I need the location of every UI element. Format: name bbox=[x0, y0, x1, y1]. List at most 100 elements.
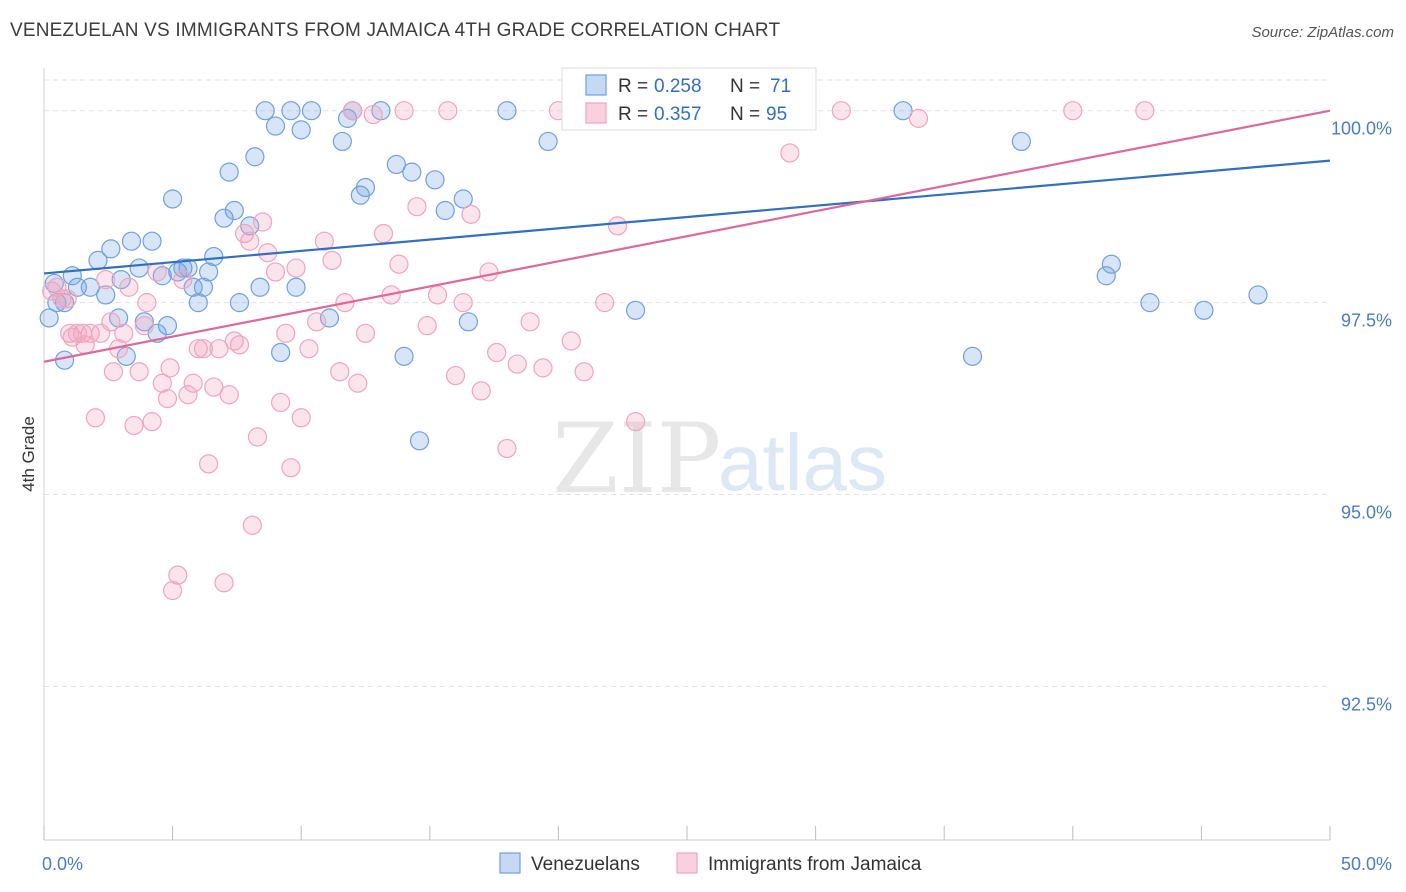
point-jamaica-20 bbox=[134, 316, 154, 336]
point-venezuelans-63 bbox=[893, 101, 913, 121]
legend-swatch-jamaica bbox=[585, 102, 607, 124]
source-credit: Source: ZipAtlas.com bbox=[1251, 24, 1394, 41]
point-jamaica-67 bbox=[407, 197, 427, 217]
point-venezuelans-62 bbox=[625, 300, 646, 320]
point-venezuelans-15 bbox=[129, 258, 149, 278]
point-jamaica-63 bbox=[373, 223, 394, 244]
legend-r-label-0: R = bbox=[618, 76, 648, 97]
chart-title: VENEZUELAN VS IMMIGRANTS FROM JAMAICA 4T… bbox=[10, 20, 781, 41]
point-jamaica-77 bbox=[497, 438, 517, 459]
point-jamaica-3 bbox=[57, 289, 77, 309]
series-jamaica-points bbox=[42, 101, 1155, 601]
point-jamaica-14 bbox=[103, 362, 124, 382]
point-jamaica-56 bbox=[322, 250, 342, 271]
watermark-zip: ZIP bbox=[552, 403, 721, 515]
legend-r-label-1: R = bbox=[618, 104, 648, 125]
point-jamaica-65 bbox=[389, 254, 409, 274]
point-venezuelans-31 bbox=[219, 162, 239, 182]
legend-r-value-1: 0.357 bbox=[654, 104, 702, 125]
point-venezuelans-45 bbox=[332, 131, 352, 152]
legend-n-label-1: N = bbox=[730, 104, 760, 125]
x-ticks bbox=[43, 826, 1331, 840]
point-jamaica-9 bbox=[80, 323, 100, 343]
point-jamaica-25 bbox=[157, 388, 178, 409]
point-jamaica-82 bbox=[561, 331, 581, 351]
point-jamaica-79 bbox=[520, 312, 540, 332]
point-jamaica-68 bbox=[417, 316, 437, 336]
legend-n-value-1: 95 bbox=[766, 104, 787, 125]
point-jamaica-17 bbox=[119, 277, 139, 297]
point-venezuelans-30 bbox=[214, 208, 234, 228]
point-jamaica-73 bbox=[461, 204, 481, 224]
point-venezuelans-24 bbox=[178, 258, 198, 278]
point-jamaica-84 bbox=[595, 293, 615, 313]
point-jamaica-26 bbox=[160, 358, 180, 378]
point-jamaica-22 bbox=[142, 412, 162, 432]
y-tick-labels: 92.5% 95.0% 97.5% 100.0% bbox=[1331, 119, 1392, 715]
point-venezuelans-35 bbox=[245, 147, 265, 167]
point-venezuelans-2 bbox=[47, 293, 67, 313]
series-venezuelans-points bbox=[39, 101, 1268, 451]
point-jamaica-62 bbox=[363, 104, 383, 125]
point-jamaica-38 bbox=[219, 385, 239, 405]
y-tick-label-1: 95.0% bbox=[1341, 503, 1392, 523]
point-venezuelans-70 bbox=[1248, 285, 1268, 305]
point-venezuelans-59 bbox=[497, 101, 517, 121]
point-venezuelans-69 bbox=[1194, 300, 1214, 320]
point-venezuelans-64 bbox=[962, 346, 983, 366]
point-jamaica-93 bbox=[1063, 101, 1083, 121]
legend-swatch-venezuelans bbox=[585, 74, 607, 96]
y-tick-label-3: 100.0% bbox=[1331, 119, 1392, 139]
point-venezuelans-36 bbox=[250, 277, 270, 297]
point-venezuelans-67 bbox=[1101, 254, 1121, 274]
y-tick-label-2: 97.5% bbox=[1341, 311, 1392, 331]
point-venezuelans-42 bbox=[291, 120, 311, 140]
point-venezuelans-44 bbox=[319, 308, 340, 328]
point-jamaica-18 bbox=[124, 415, 144, 436]
trend-line-venezuelans bbox=[43, 159, 1331, 275]
point-jamaica-57 bbox=[330, 362, 350, 382]
point-venezuelans-23 bbox=[173, 258, 193, 278]
point-venezuelans-57 bbox=[453, 189, 473, 209]
point-jamaica-40 bbox=[229, 335, 250, 355]
point-jamaica-76 bbox=[487, 342, 507, 363]
point-venezuelans-26 bbox=[188, 293, 208, 313]
watermark-atlas: atlas bbox=[718, 418, 887, 507]
point-jamaica-49 bbox=[276, 323, 296, 343]
point-venezuelans-33 bbox=[229, 293, 250, 313]
point-venezuelans-4 bbox=[54, 350, 75, 370]
point-jamaica-44 bbox=[247, 427, 268, 447]
point-jamaica-69 bbox=[427, 285, 448, 305]
point-jamaica-94 bbox=[1135, 101, 1155, 121]
point-venezuelans-38 bbox=[265, 116, 286, 136]
watermark: ZIP atlas bbox=[552, 403, 887, 515]
point-venezuelans-0 bbox=[39, 308, 59, 328]
point-jamaica-35 bbox=[204, 377, 224, 397]
point-venezuelans-58 bbox=[458, 312, 478, 332]
point-jamaica-80 bbox=[533, 358, 553, 378]
point-venezuelans-65 bbox=[1011, 131, 1031, 152]
point-jamaica-60 bbox=[348, 373, 368, 393]
point-jamaica-66 bbox=[394, 101, 414, 121]
point-jamaica-34 bbox=[199, 454, 219, 474]
point-jamaica-10 bbox=[85, 408, 106, 428]
point-jamaica-43 bbox=[242, 515, 262, 535]
point-jamaica-16 bbox=[114, 323, 134, 343]
point-jamaica-52 bbox=[291, 408, 311, 428]
point-jamaica-31 bbox=[183, 373, 203, 393]
point-venezuelans-20 bbox=[157, 316, 178, 336]
point-jamaica-0 bbox=[42, 281, 62, 301]
point-venezuelans-7 bbox=[80, 277, 100, 297]
point-jamaica-70 bbox=[438, 101, 458, 121]
x-tick-label-min: 0.0% bbox=[42, 854, 83, 874]
point-venezuelans-29 bbox=[204, 246, 224, 267]
point-jamaica-50 bbox=[281, 458, 301, 478]
point-jamaica-91 bbox=[831, 101, 851, 121]
point-jamaica-28 bbox=[168, 565, 188, 585]
point-venezuelans-60 bbox=[538, 131, 558, 152]
point-jamaica-13 bbox=[101, 312, 121, 332]
point-jamaica-92 bbox=[908, 108, 929, 128]
legend: R = 0.258 N = 71 R = 0.357 N = 95 bbox=[561, 67, 817, 131]
point-venezuelans-41 bbox=[286, 277, 306, 297]
point-venezuelans-12 bbox=[111, 269, 131, 290]
